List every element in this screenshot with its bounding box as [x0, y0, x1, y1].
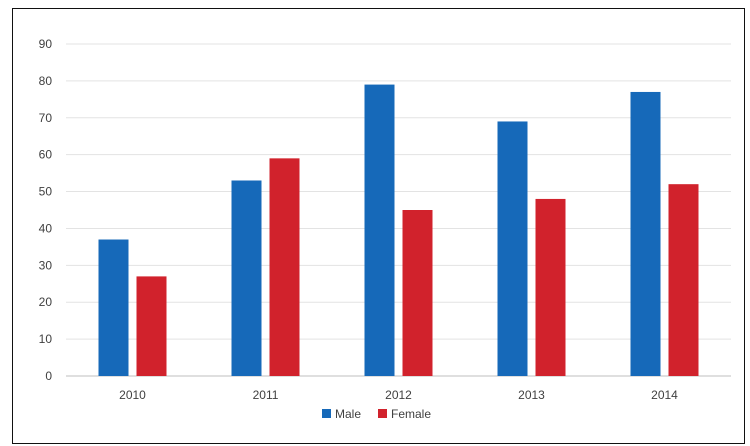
y-tick-label: 30	[39, 258, 53, 272]
y-tick-label: 80	[39, 74, 53, 88]
bar-female-2012	[402, 210, 433, 376]
legend-swatch-female	[378, 409, 387, 418]
y-tick-label: 90	[39, 37, 53, 51]
y-tick-label: 70	[39, 111, 53, 125]
bar-male-2013	[497, 121, 528, 376]
bar-male-2014	[630, 91, 661, 376]
legend-swatch-male	[322, 409, 331, 418]
bar-female-2010	[136, 276, 167, 376]
bars	[98, 84, 699, 377]
gridlines	[66, 43, 731, 377]
y-tick-label: 50	[39, 185, 53, 199]
y-tick-label: 20	[39, 295, 53, 309]
x-axis-ticks: 2010 2011 2012 2013 2014	[119, 388, 678, 402]
x-tick-label: 2012	[385, 388, 412, 402]
x-tick-label: 2010	[119, 388, 146, 402]
bar-female-2011	[269, 158, 300, 376]
bar-male-2010	[98, 239, 129, 376]
y-axis-ticks: 0 10 20 30 40 50 60 70 80 90	[39, 37, 53, 383]
legend-label-male: Male	[335, 407, 361, 421]
y-tick-label: 0	[45, 369, 52, 383]
bar-female-2013	[535, 198, 566, 376]
x-tick-label: 2011	[253, 388, 279, 402]
legend: Male Female	[322, 407, 431, 421]
y-tick-label: 10	[39, 332, 53, 346]
x-tick-label: 2014	[651, 388, 678, 402]
bar-male-2012	[364, 84, 395, 377]
y-tick-label: 40	[39, 221, 53, 235]
y-tick-label: 60	[39, 148, 53, 162]
x-tick-label: 2013	[518, 388, 545, 402]
bar-female-2014	[668, 184, 699, 376]
legend-label-female: Female	[391, 407, 431, 421]
bar-male-2011	[231, 180, 262, 376]
